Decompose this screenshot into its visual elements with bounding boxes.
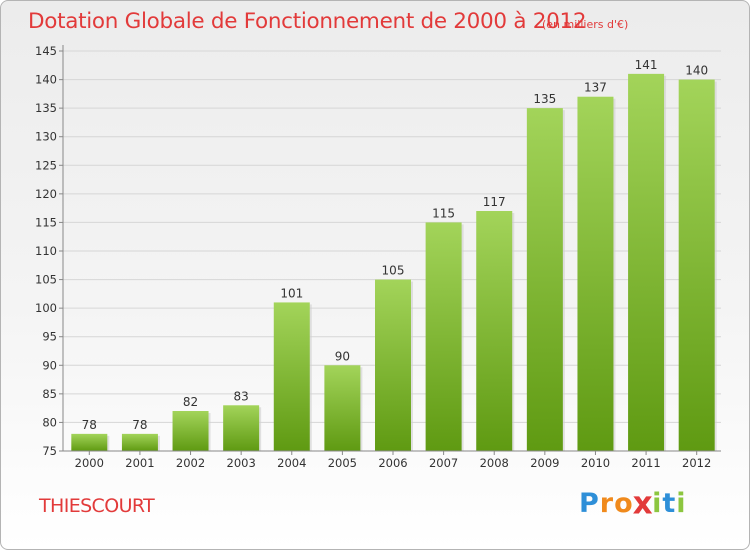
town-name: THIESCOURT	[39, 495, 155, 517]
bar	[678, 79, 715, 452]
bar	[273, 302, 310, 451]
value-label: 135	[533, 92, 556, 106]
x-tick-label: 2002	[176, 456, 205, 470]
x-tick-label: 2005	[328, 456, 357, 470]
y-tick-label: 125	[35, 158, 57, 172]
x-tick-label: 2007	[429, 456, 458, 470]
value-label: 78	[132, 418, 147, 432]
x-tick-label: 2006	[378, 456, 407, 470]
y-tick-label: 130	[35, 130, 57, 144]
bar	[476, 211, 513, 451]
logo-letter: x	[632, 485, 654, 522]
y-tick-label: 90	[42, 358, 57, 372]
x-tick-label: 2004	[277, 456, 306, 470]
value-label: 82	[183, 395, 198, 409]
logo-letter: P	[579, 488, 600, 519]
proxiti-logo: Proxiti	[579, 485, 687, 522]
axes	[62, 45, 721, 452]
y-tick-label: 110	[35, 244, 57, 258]
value-label: 101	[280, 286, 303, 300]
bar	[375, 279, 411, 451]
x-tick-label: 2009	[530, 456, 559, 470]
y-tick-labels: 75 80 85 90 95 100 105 110 115 120 125 130 135 140 145	[35, 44, 57, 458]
y-tick-label: 105	[35, 273, 57, 287]
x-tick-label: 2000	[75, 456, 104, 470]
value-labels: 78 78 82 83 101 90 105 115 117 135 137 141 140	[82, 58, 708, 432]
logo-letter: r	[599, 488, 615, 519]
chart-subtitle: (en milliers d'€)	[542, 18, 629, 31]
y-tick-label: 100	[35, 301, 57, 315]
bar	[425, 222, 462, 451]
bar	[223, 405, 260, 451]
x-tick-label: 2012	[682, 456, 711, 470]
bar	[577, 96, 614, 451]
bar	[172, 411, 209, 451]
bar	[526, 108, 563, 452]
value-label: 90	[335, 349, 350, 363]
x-tick-label: 2011	[631, 456, 660, 470]
logo-letter: t	[662, 488, 677, 519]
y-tick-label: 140	[35, 73, 57, 87]
x-tick-label: 2008	[480, 456, 509, 470]
value-label: 137	[584, 81, 607, 95]
bar	[324, 365, 361, 451]
bar	[71, 433, 108, 451]
value-label: 83	[234, 389, 249, 403]
chart-title: Dotation Globale de Fonctionnement de 20…	[28, 9, 587, 34]
bar	[628, 73, 665, 451]
y-tick-label: 85	[42, 387, 57, 401]
value-label: 115	[432, 206, 455, 220]
y-tick-label: 135	[35, 101, 57, 115]
y-tick-label: 95	[42, 330, 57, 344]
x-tick-labels: 2000 2001 2002 2003 2004 2005 2006 2007 2008 2009…	[75, 451, 711, 470]
logo-letter: i	[676, 488, 687, 519]
value-label: 105	[382, 264, 405, 278]
value-label: 78	[82, 418, 97, 432]
x-tick-label: 2010	[581, 456, 610, 470]
y-tick-label: 145	[35, 44, 57, 58]
x-tick-label: 2003	[227, 456, 256, 470]
bar	[121, 433, 158, 451]
value-label: 141	[635, 58, 658, 72]
y-tick-label: 115	[35, 215, 57, 229]
logo-letter: i	[652, 488, 663, 519]
logo-letter: o	[614, 488, 634, 519]
bars	[71, 73, 717, 452]
y-tick-label: 120	[35, 187, 57, 201]
value-label: 140	[685, 64, 708, 78]
value-label: 117	[483, 195, 506, 209]
x-tick-label: 2001	[125, 456, 154, 470]
y-tick-label: 80	[42, 415, 57, 429]
y-tick-label: 75	[42, 444, 57, 458]
